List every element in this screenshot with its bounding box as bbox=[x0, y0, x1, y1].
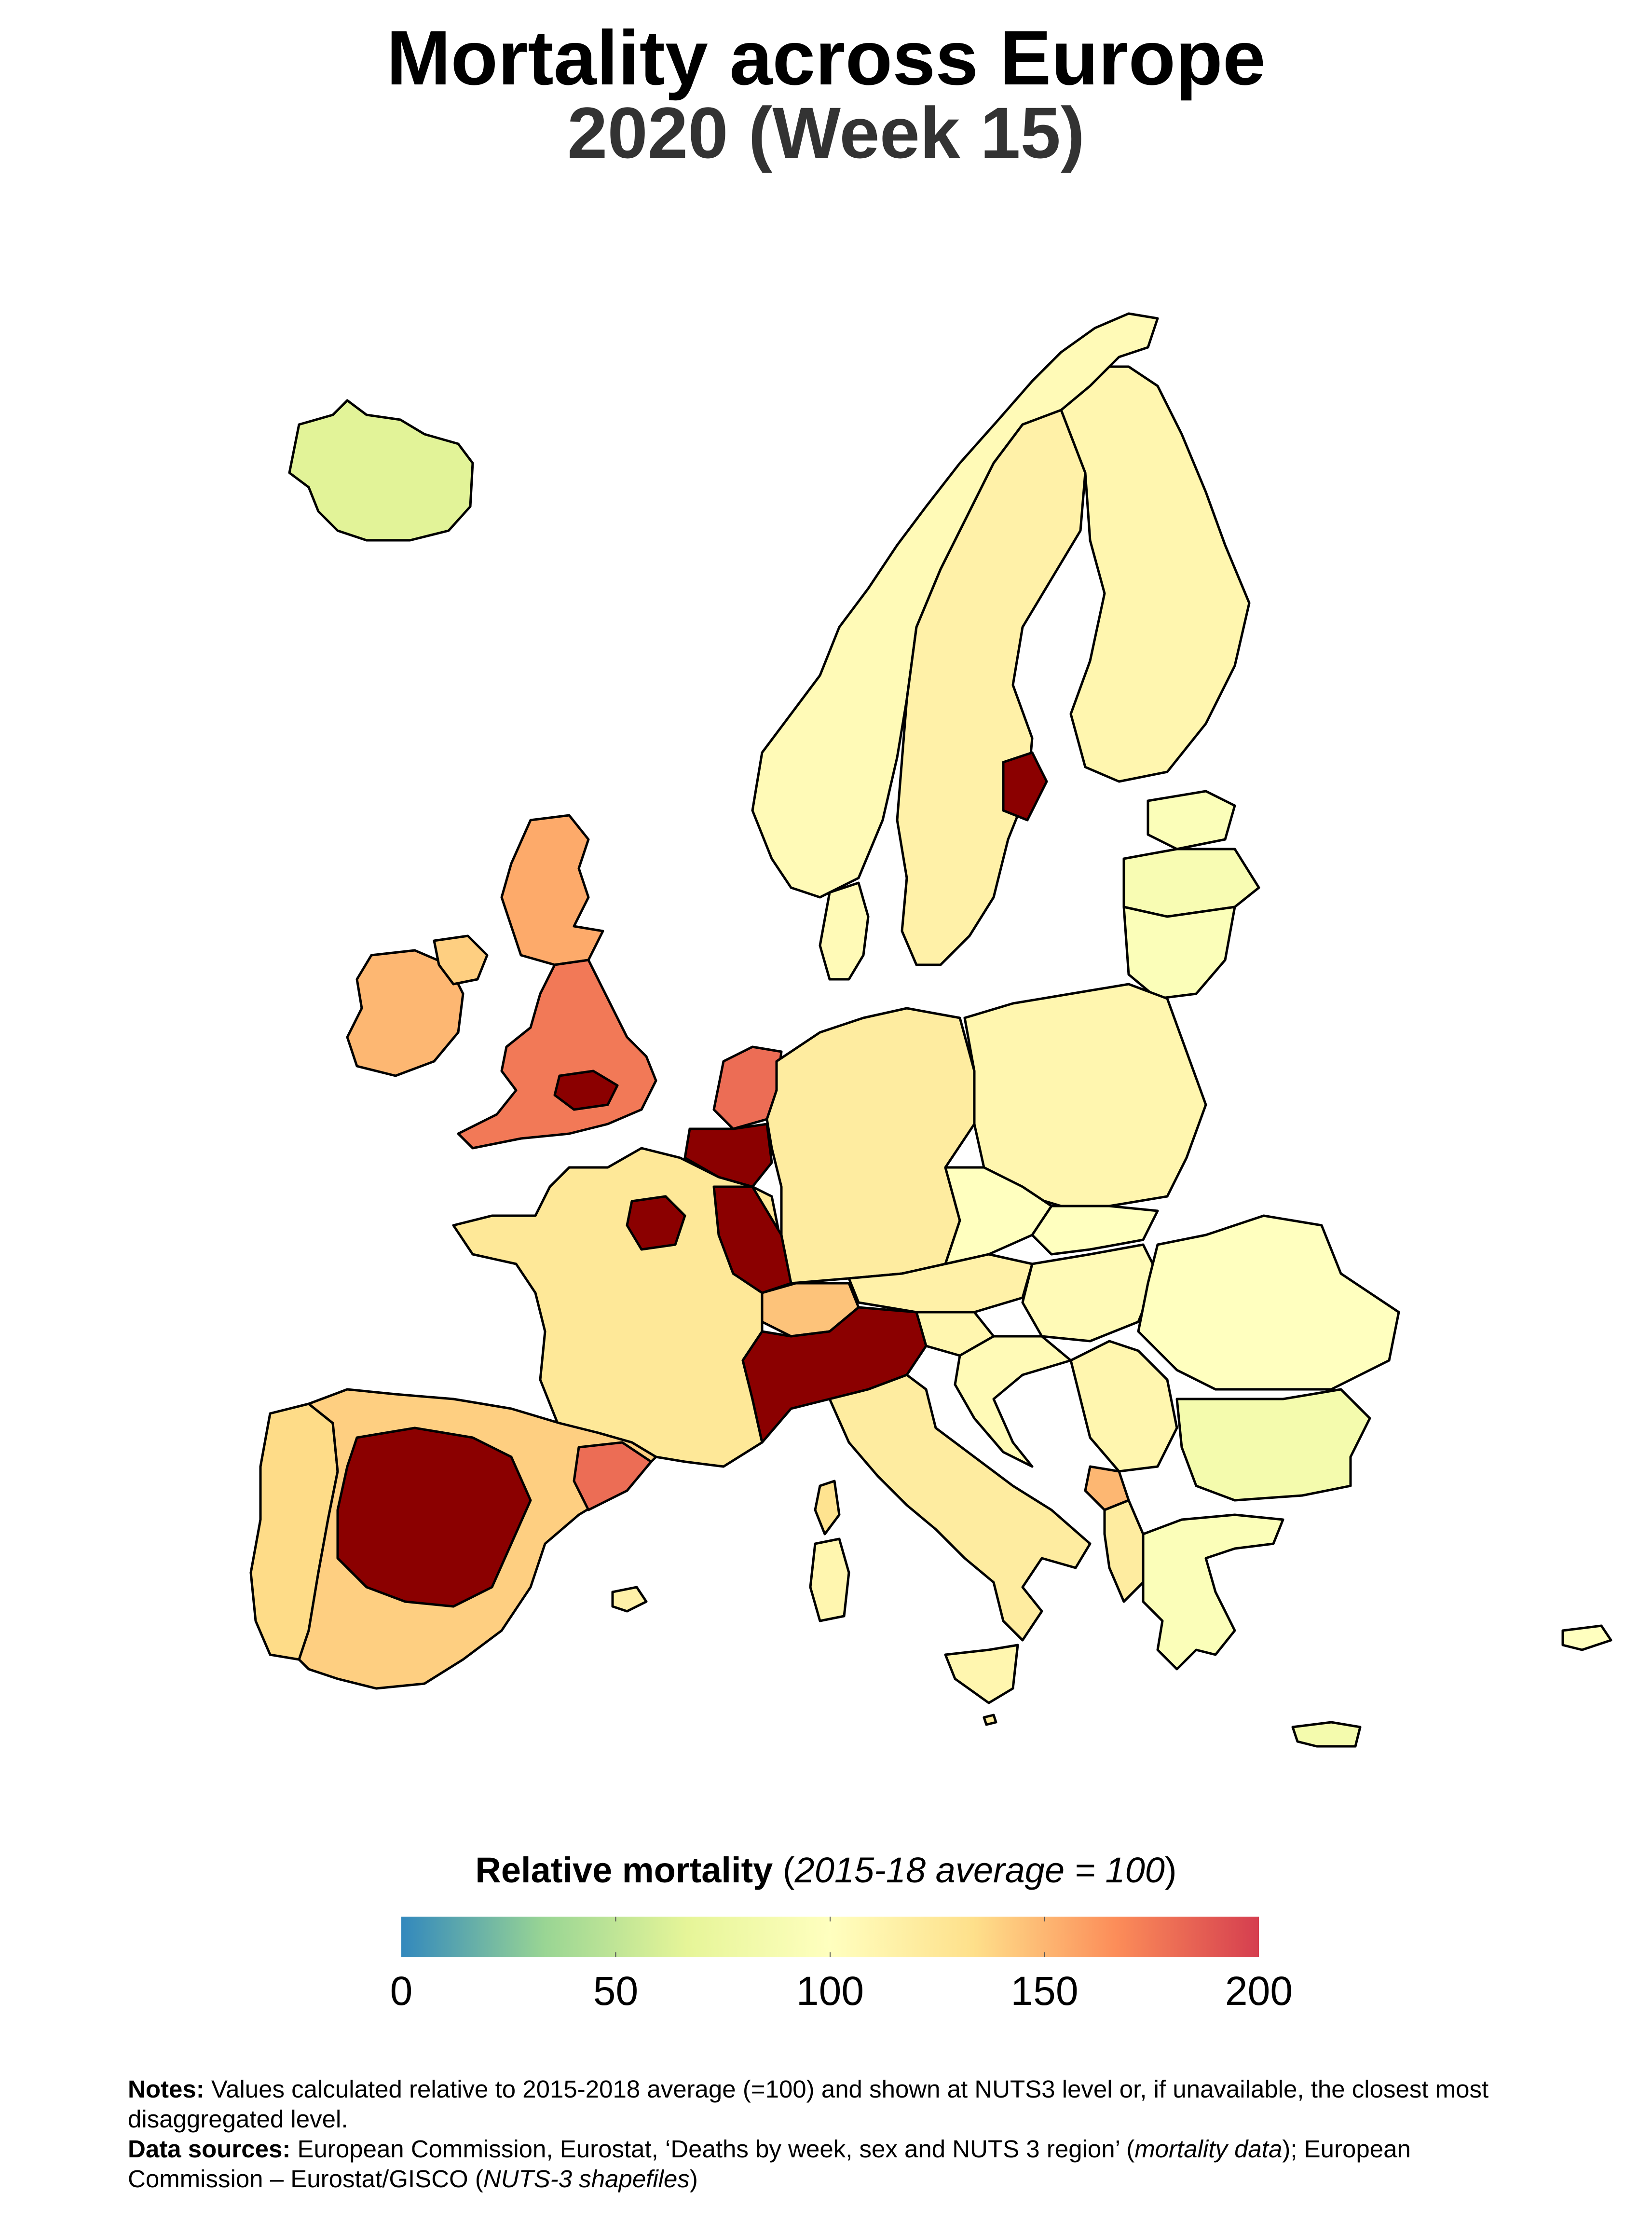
region-london bbox=[553, 1070, 619, 1111]
region-croatia bbox=[954, 1335, 1072, 1468]
sources-text-2: ); European Commission – Eurostat/GISCO … bbox=[128, 2135, 1411, 2193]
region-hungary bbox=[1021, 1243, 1159, 1343]
region-scotland bbox=[500, 814, 604, 966]
sources-label: Data sources: bbox=[128, 2135, 291, 2163]
notes-text: Values calculated relative to 2015-2018 … bbox=[128, 2075, 1489, 2133]
legend-tick-100: 100 bbox=[796, 1968, 864, 2014]
region-malta bbox=[983, 1714, 997, 1726]
region-grand-est bbox=[712, 1185, 792, 1294]
legend-title: Relative mortality (2015-18 average = 10… bbox=[0, 1852, 1652, 1888]
region-sardinia bbox=[809, 1537, 850, 1622]
sources-line: Data sources: European Commission, Euros… bbox=[128, 2134, 1541, 2194]
region-lithuania bbox=[1122, 905, 1236, 1000]
region-sweden bbox=[896, 409, 1087, 966]
region-sicily bbox=[944, 1644, 1019, 1704]
region-northern-ireland bbox=[433, 934, 489, 986]
region-germany bbox=[765, 1007, 976, 1285]
region-england-and-wales bbox=[457, 959, 657, 1150]
legend-colorbar bbox=[401, 1917, 1259, 1957]
region-greece bbox=[1142, 1513, 1284, 1671]
map-subtitle: 2020 (Week 15) bbox=[567, 92, 1085, 173]
region-catalonia bbox=[573, 1441, 653, 1511]
legend-title-bold: Relative mortality bbox=[475, 1850, 773, 1890]
region-serbia bbox=[1069, 1340, 1178, 1473]
region-ile-de-france bbox=[626, 1195, 686, 1251]
legend-tick-50: 50 bbox=[593, 1968, 639, 2014]
legend-tick-150: 150 bbox=[1010, 1968, 1079, 2014]
region-estonia bbox=[1147, 790, 1236, 850]
region-italy bbox=[828, 1373, 1092, 1642]
region-central-spain bbox=[336, 1426, 532, 1608]
region-norway bbox=[751, 312, 1159, 899]
region-romania bbox=[1137, 1214, 1400, 1391]
region-crete bbox=[1291, 1721, 1362, 1748]
region-cyprus bbox=[1561, 1624, 1612, 1651]
sources-text-3: ) bbox=[689, 2165, 698, 2193]
region-albania bbox=[1103, 1499, 1145, 1603]
notes-block: Notes: Values calculated relative to 201… bbox=[128, 2074, 1541, 2194]
region-finland bbox=[1060, 365, 1251, 783]
region-denmark bbox=[819, 881, 870, 981]
region-latvia bbox=[1122, 848, 1260, 918]
region-iceland bbox=[288, 399, 474, 542]
map-title: Mortality across Europe bbox=[386, 14, 1266, 101]
region-balearic-islands bbox=[611, 1586, 648, 1613]
legend-tick-200: 200 bbox=[1225, 1968, 1293, 2014]
region-stockholm bbox=[1002, 751, 1048, 822]
legend-title-close: ) bbox=[1164, 1850, 1177, 1890]
region-belgium bbox=[683, 1123, 773, 1188]
region-poland bbox=[963, 983, 1207, 1207]
legend-tick-0: 0 bbox=[390, 1968, 413, 2014]
region-slovakia bbox=[1031, 1205, 1159, 1256]
sources-text-1: European Commission, Eurostat, ‘Deaths b… bbox=[297, 2135, 1135, 2163]
legend-title-open: ( bbox=[782, 1850, 795, 1890]
legend-title-italic: 2015-18 average = 100 bbox=[794, 1850, 1165, 1890]
notes-label: Notes: bbox=[128, 2075, 205, 2103]
sources-italic-1: mortality data bbox=[1134, 2135, 1283, 2163]
notes-line: Notes: Values calculated relative to 201… bbox=[128, 2074, 1541, 2134]
europe-map bbox=[249, 312, 1612, 1748]
sources-italic-2: NUTS-3 shapefiles bbox=[483, 2165, 690, 2193]
region-corsica bbox=[814, 1480, 841, 1536]
region-bulgaria bbox=[1175, 1388, 1371, 1502]
